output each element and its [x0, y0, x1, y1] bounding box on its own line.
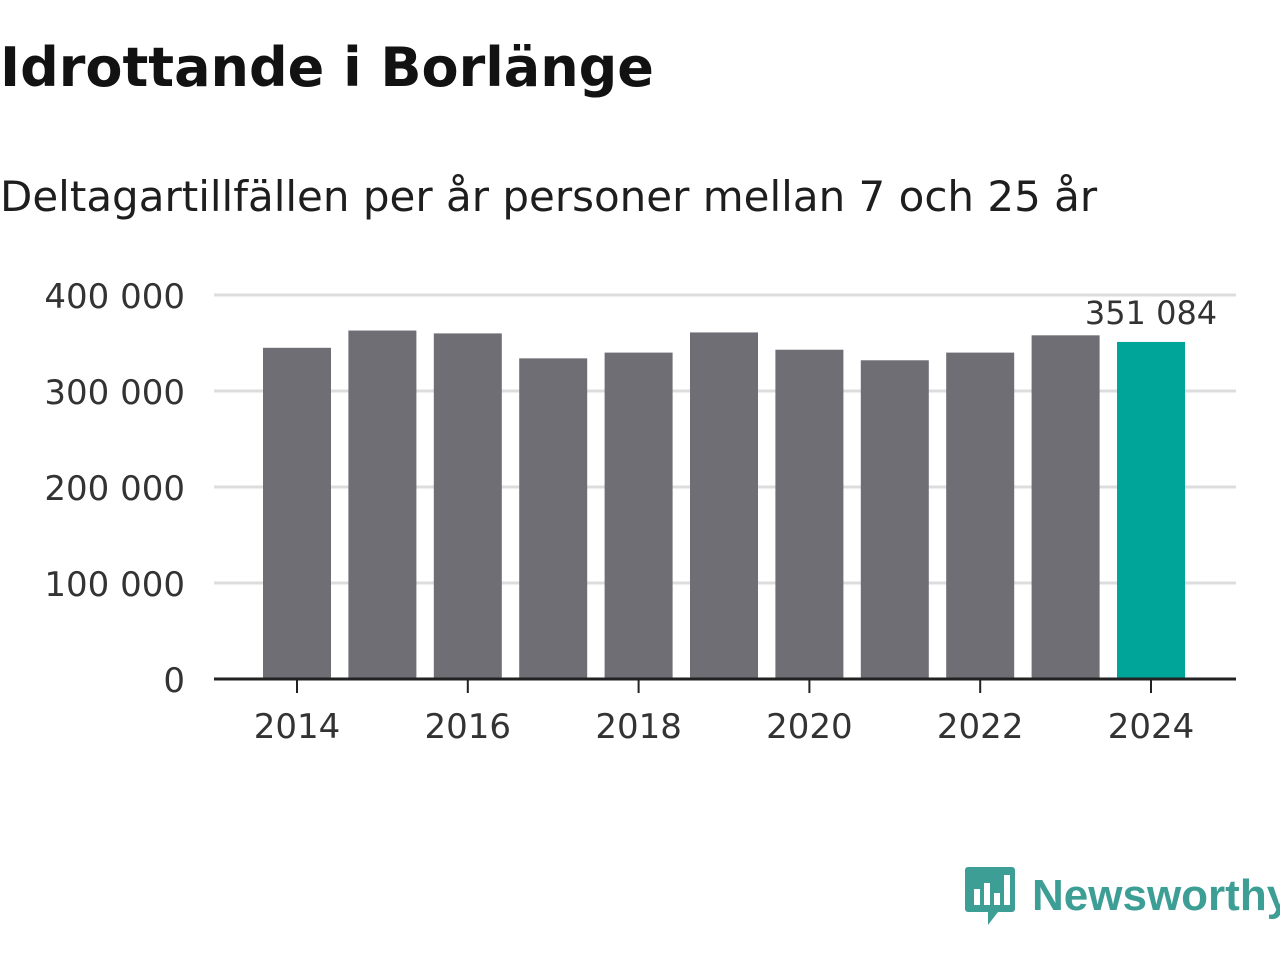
bar	[690, 332, 758, 679]
newsworthy-logo-icon	[965, 867, 1015, 925]
x-tick-label: 2020	[766, 707, 853, 747]
bar	[1031, 335, 1100, 679]
y-tick-label: 0	[163, 661, 185, 701]
bar	[263, 347, 331, 679]
x-tick-label: 2018	[595, 707, 682, 747]
chart-subtitle: Deltagartillfällen per år personer mella…	[0, 172, 1098, 221]
x-axis-labels: 2014 2016 2018 2020 2022 2024	[254, 707, 1195, 747]
bar	[946, 352, 1015, 679]
y-tick-label: 100 000	[44, 565, 185, 605]
bar	[604, 352, 673, 679]
x-tick-label: 2022	[937, 707, 1024, 747]
bar	[348, 330, 417, 679]
y-axis-labels: 0 100 000 200 000 300 000 400 000	[44, 277, 185, 701]
chart-title: Idrottande i Borlänge	[0, 36, 654, 99]
bar-highlight	[1117, 341, 1185, 679]
data-label: 351 084	[1085, 294, 1217, 332]
x-tick-label: 2016	[425, 707, 512, 747]
newsworthy-brand: Newsworthy	[964, 864, 1280, 928]
bar	[775, 349, 844, 679]
bar	[433, 333, 502, 679]
x-tick-label: 2024	[1108, 707, 1195, 747]
x-axis	[214, 677, 1236, 693]
data-labels: 351 084	[1085, 294, 1217, 332]
y-tick-label: 400 000	[44, 277, 185, 317]
x-tick-label: 2014	[254, 707, 341, 747]
y-tick-label: 300 000	[44, 373, 185, 413]
bars	[263, 330, 1185, 679]
bar	[860, 360, 929, 679]
brand-name: Newsworthy	[1032, 871, 1280, 920]
y-tick-label: 200 000	[44, 469, 185, 509]
bar	[519, 358, 588, 679]
